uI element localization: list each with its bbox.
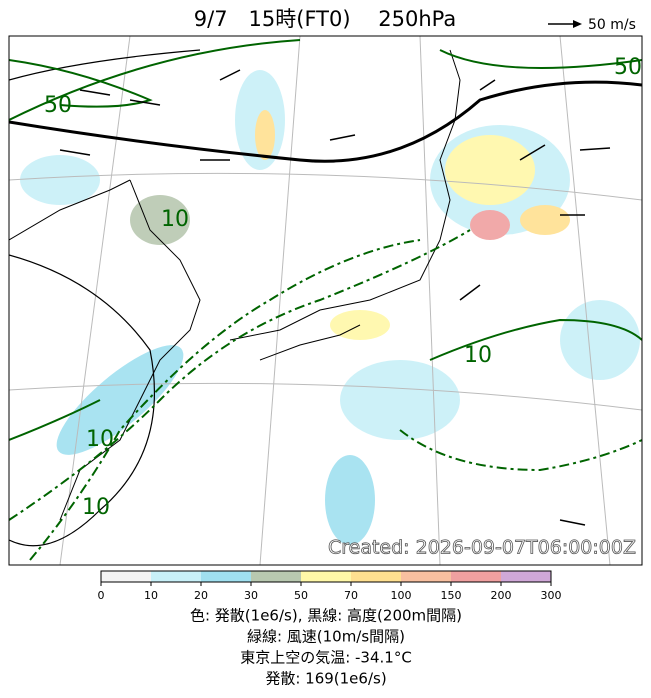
caption-line: 色: 発散(1e6/s), 黒線: 高度(200m間隔) — [190, 607, 462, 625]
contour-labels: 50 50 10 10 10 10 — [44, 55, 642, 520]
scale-label: 50 m/s — [588, 17, 636, 33]
title: 9/7 15時(FT0) 250hPa — [194, 7, 456, 31]
contour-label: 10 — [86, 427, 114, 452]
colorbar-tick-label: 100 — [391, 589, 412, 602]
scale-arrow-head — [573, 20, 582, 28]
divergence-shading — [20, 70, 640, 545]
colorbar-tick-label: 50 — [294, 589, 308, 602]
colorbar-tick-label: 70 — [344, 589, 358, 602]
height-contours — [9, 49, 642, 547]
map: 50 50 10 10 10 10 Created: 2026-09-07T06:00:0… — [9, 36, 642, 565]
created-stamp: Created: 2026-09-07T06:00:00Z — [328, 537, 636, 559]
colorbar-swatch — [101, 571, 151, 582]
colorbar-swatch — [501, 571, 551, 582]
colorbar: 0 10 20 30 50 70 100 150 200 300 — [98, 570, 562, 602]
colorbar-tick-label: 0 — [98, 589, 105, 602]
colorbar-swatch — [451, 571, 501, 582]
colorbar-swatch — [351, 571, 401, 582]
colorbar-tick-label: 150 — [441, 589, 462, 602]
caption-line: 緑線: 風速(10m/s間隔) — [247, 628, 405, 646]
contour-label: 50 — [614, 55, 642, 80]
colorbar-swatch — [401, 571, 451, 582]
colorbar-tick-label: 200 — [491, 589, 512, 602]
colorbar-tick-label: 10 — [144, 589, 158, 602]
caption: 色: 発散(1e6/s), 黒線: 高度(200m間隔) 緑線: 風速(10m/s… — [190, 607, 462, 688]
caption-line: 東京上空の気温: -34.1°C — [240, 649, 412, 667]
colorbar-tick-label: 300 — [541, 589, 562, 602]
colorbar-tick-label: 30 — [244, 589, 258, 602]
contour-label: 10 — [464, 343, 492, 368]
wind-contours — [9, 39, 642, 561]
graticule — [9, 36, 642, 565]
colorbar-swatch — [301, 571, 351, 582]
contour-label: 50 — [44, 93, 72, 118]
caption-line: 発散: 169(1e6/s) — [265, 670, 386, 688]
colorbar-swatch — [251, 571, 301, 582]
colorbar-swatch — [151, 571, 201, 582]
wind-arrows — [59, 69, 611, 526]
contour-label: 10 — [82, 495, 110, 520]
contour-label: 10 — [161, 207, 189, 232]
colorbar-frame — [100, 570, 552, 583]
map-frame — [8, 35, 643, 566]
colorbar-tick-label: 20 — [194, 589, 208, 602]
colorbar-swatch — [201, 571, 251, 582]
